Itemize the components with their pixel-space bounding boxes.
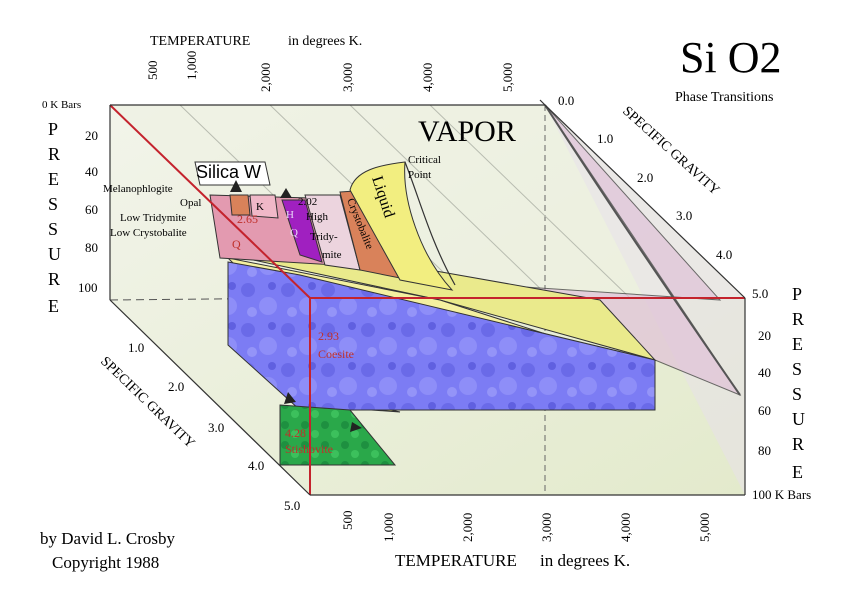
top-tick-4000: 4,000 (420, 63, 435, 92)
right-letter-s2: S (792, 384, 802, 404)
critical-label-1: Critical (408, 154, 441, 166)
right-letter-u: U (792, 409, 805, 429)
top-tick-3000: 3,000 (340, 63, 355, 92)
bottom-temperature-axis: 500 1,000 2,000 3,000 4,000 5,000 TEMPER… (340, 511, 712, 571)
lsg-tick-4: 4.0 (248, 458, 264, 473)
left-tick-20: 20 (85, 128, 98, 143)
upper-sg-label: SPECIFIC GRAVITY (619, 104, 722, 199)
right-bottom-label: 100 K Bars (752, 487, 811, 502)
bottom-axis-label: TEMPERATURE (395, 551, 517, 570)
left-letter-r: R (48, 144, 60, 164)
left-letter-r2: R (48, 269, 60, 289)
top-temperature-axis: TEMPERATURE in degrees K. 500 1,000 2,00… (145, 34, 515, 92)
right-letter-r: R (792, 309, 804, 329)
vapor-label: VAPOR (418, 115, 516, 148)
bottom-tick-4000: 4,000 (618, 513, 633, 542)
sg-tick-2: 2.0 (637, 170, 653, 185)
coesite-density: 2.93 (318, 329, 339, 343)
left-letter-u: U (48, 244, 61, 264)
left-top-label: 0 K Bars (42, 99, 81, 111)
bottom-tick-2000: 2,000 (460, 513, 475, 542)
left-letter-e2: E (48, 296, 59, 316)
bottom-tick-3000: 3,000 (539, 513, 554, 542)
right-tick-60: 60 (758, 403, 771, 418)
left-letter-e: E (48, 169, 59, 189)
top-tick-5000: 5,000 (500, 63, 515, 92)
top-tick-2000: 2,000 (258, 63, 273, 92)
left-tick-100: 100 (78, 280, 98, 295)
right-letter-s1: S (792, 359, 802, 379)
high-tridymite-2: High (306, 211, 329, 223)
high-quartz-q: Q (290, 227, 298, 239)
left-tick-60: 60 (85, 202, 98, 217)
bottom-tick-5000: 5,000 (697, 513, 712, 542)
bottom-tick-500: 500 (340, 511, 355, 531)
right-letter-e2: E (792, 462, 803, 482)
lsg-tick-3: 3.0 (208, 420, 224, 435)
top-axis-label: TEMPERATURE (150, 34, 250, 49)
right-letter-e: E (792, 334, 803, 354)
low-tridymite-label: Low Tridymite (120, 212, 186, 224)
bottom-axis-unit: in degrees K. (540, 551, 630, 570)
low-quartz-label: Q (232, 237, 241, 251)
coesite-label: Coesite (318, 347, 354, 361)
top-tick-1000: 1,000 (184, 51, 199, 80)
melanophlogite-label: Melanophlogite (103, 183, 173, 195)
sg-tick-0: 0.0 (558, 93, 574, 108)
k-label: K (256, 201, 264, 213)
right-pressure-axis: P R E S S U R E 20 40 60 80 100 K Bars (752, 284, 811, 502)
right-tick-40: 40 (758, 365, 771, 380)
opal-label: Opal (180, 197, 201, 209)
right-letter-r2: R (792, 434, 804, 454)
title: Si O2 (680, 33, 781, 82)
credit-copyright: Copyright 1988 (52, 553, 159, 572)
top-tick-500: 500 (145, 61, 160, 81)
red-frame (109, 104, 745, 495)
right-tick-80: 80 (758, 443, 771, 458)
credit: by David L. Crosby Copyright 1988 (40, 529, 176, 572)
high-tridymite-4: mite (322, 249, 342, 261)
right-tick-20: 20 (758, 328, 771, 343)
black-frame (109, 99, 746, 496)
left-tick-40: 40 (85, 164, 98, 179)
sg-tick-1: 1.0 (597, 131, 613, 146)
low-quartz-density: 2.65 (237, 212, 258, 226)
left-tick-80: 80 (85, 240, 98, 255)
right-letter-p: P (792, 284, 802, 304)
top-axis-unit: in degrees K. (288, 34, 362, 49)
low-crystobalite-label: Low Crystobalite (110, 227, 187, 239)
lsg-tick-1: 1.0 (128, 340, 144, 355)
stishovite-density: 4.28 (285, 426, 306, 440)
phase-labels: VAPOR Critical Point Liquid Silica W Mel… (103, 115, 516, 261)
bottom-tick-1000: 1,000 (381, 513, 396, 542)
sg-tick-4: 4.0 (716, 247, 732, 262)
credit-author: by David L. Crosby (40, 529, 176, 548)
high-tridymite-1: 2.02 (298, 196, 317, 208)
left-letter-s1: S (48, 194, 58, 214)
lsg-tick-2: 2.0 (168, 379, 184, 394)
silica-w-label: Silica W (196, 162, 261, 182)
lsg-tick-5: 5.0 (284, 498, 300, 513)
high-quartz-h: H (286, 209, 294, 221)
left-letter-p: P (48, 119, 58, 139)
high-tridymite-3: Tridy- (310, 231, 338, 243)
critical-label-2: Point (408, 169, 431, 181)
subtitle: Phase Transitions (675, 90, 773, 105)
low-pressure-phases (194, 161, 456, 432)
left-pressure-axis: 0 K Bars P R E S S U R E 20 40 60 80 100 (42, 99, 98, 316)
sg-tick-5: 5.0 (752, 286, 768, 301)
left-letter-s2: S (48, 219, 58, 239)
sg-tick-3: 3.0 (676, 208, 692, 223)
